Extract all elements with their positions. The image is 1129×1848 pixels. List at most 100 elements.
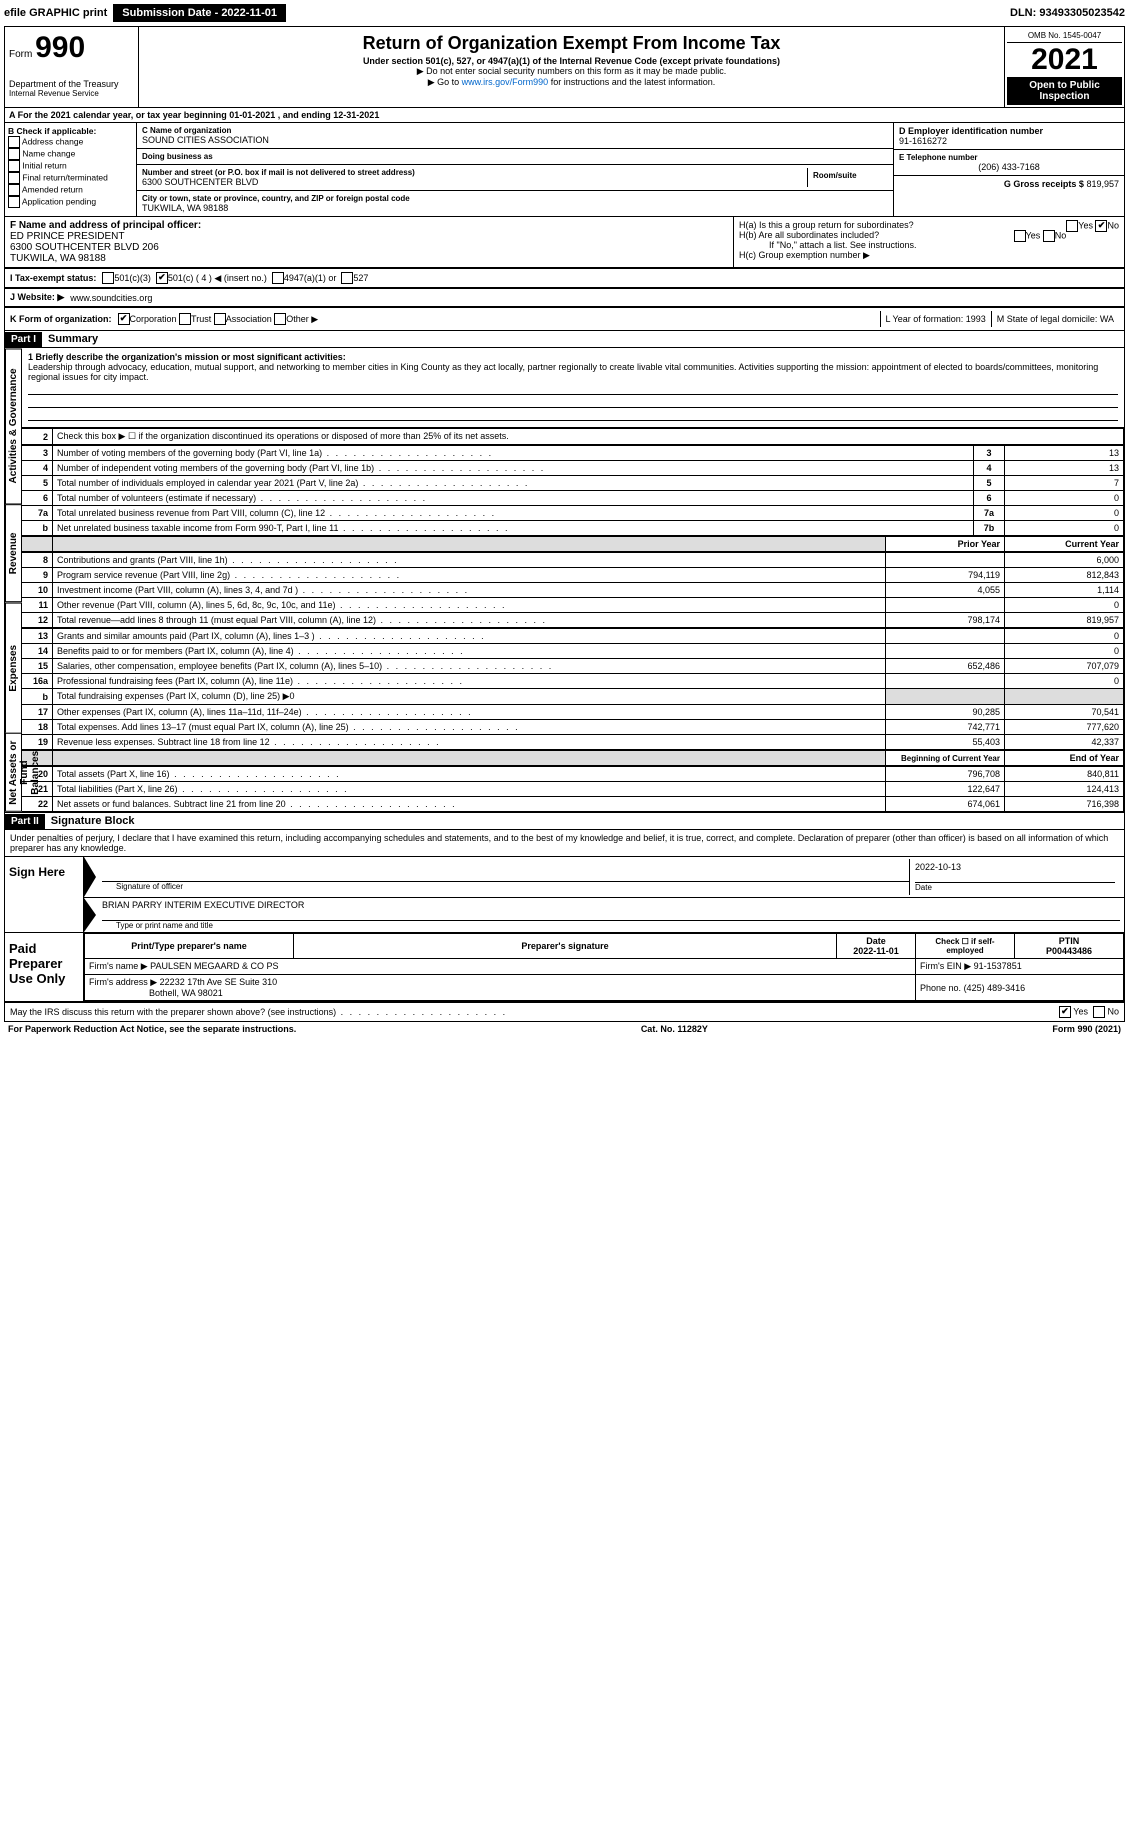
ptin-val: P00443486 xyxy=(1046,946,1092,956)
vtab-activities: Activities & Governance xyxy=(5,348,22,504)
goto-post: for instructions and the latest informat… xyxy=(551,77,716,87)
submission-date-button[interactable]: Submission Date - 2022-11-01 xyxy=(113,4,286,22)
chk-501c3[interactable] xyxy=(102,272,114,284)
chk-final-return[interactable]: Final return/terminated xyxy=(8,172,133,184)
hdr-curr: Current Year xyxy=(1005,537,1124,552)
website-label: J Website: ▶ xyxy=(10,292,64,303)
ein-cell: D Employer identification number 91-1616… xyxy=(894,123,1124,150)
vtab-col: Activities & Governance Revenue Expenses… xyxy=(5,348,22,812)
city-cell: City or town, state or province, country… xyxy=(137,191,893,216)
table-row: 6Total number of volunteers (estimate if… xyxy=(22,491,1124,506)
section-fh: F Name and address of principal officer:… xyxy=(4,217,1125,268)
col-b-title: B Check if applicable: xyxy=(8,126,133,136)
table-row: 12Total revenue—add lines 8 through 11 (… xyxy=(22,613,1124,628)
table-row: 4Number of independent voting members of… xyxy=(22,461,1124,476)
part1-hdr: Part I xyxy=(5,332,42,347)
chk-corp[interactable] xyxy=(118,313,130,325)
officer-label: F Name and address of principal officer: xyxy=(10,220,728,231)
open-public-badge: Open to Public Inspection xyxy=(1007,77,1122,105)
chk-other[interactable] xyxy=(274,313,286,325)
table-netassets: 20Total assets (Part X, line 16)796,7088… xyxy=(22,766,1124,812)
sig-name-row: BRIAN PARRY INTERIM EXECUTIVE DIRECTOR T… xyxy=(84,898,1124,932)
type-name-label: Type or print name and title xyxy=(102,920,1120,930)
table-row: 7aTotal unrelated business revenue from … xyxy=(22,506,1124,521)
h-b-row: H(b) Are all subordinates included? Yes … xyxy=(739,230,1119,240)
part1-body: Activities & Governance Revenue Expenses… xyxy=(4,348,1125,813)
note-goto: ▶ Go to www.irs.gov/Form990 for instruct… xyxy=(145,77,998,88)
header-right: OMB No. 1545-0047 2021 Open to Public In… xyxy=(1004,27,1124,107)
phone-cell: E Telephone number (206) 433-7168 xyxy=(894,150,1124,176)
org-form-label: K Form of organization: xyxy=(10,314,112,324)
sig-date-cell: 2022-10-13 Date xyxy=(909,859,1120,895)
chk-trust[interactable] xyxy=(179,313,191,325)
chk-name-change[interactable]: Name change xyxy=(8,148,133,160)
hdr-end: End of Year xyxy=(1005,751,1124,766)
firm-addr-lbl: Firm's address ▶ xyxy=(89,977,157,987)
org-name-label: C Name of organization xyxy=(142,126,888,135)
gross-value: 819,957 xyxy=(1086,179,1119,189)
chk-amended[interactable]: Amended return xyxy=(8,184,133,196)
firm-addr2: Bothell, WA 98021 xyxy=(149,988,223,998)
street-label: Number and street (or P.O. box if mail i… xyxy=(142,168,807,177)
prep-date-hdr: Date xyxy=(866,936,886,946)
irs-link[interactable]: www.irs.gov/Form990 xyxy=(462,77,549,87)
prep-sig-hdr: Preparer's signature xyxy=(294,934,837,959)
may-irs-label: May the IRS discuss this return with the… xyxy=(10,1007,507,1017)
part2-title: Signature Block xyxy=(45,813,141,829)
officer-name: ED PRINCE PRESIDENT xyxy=(10,231,728,242)
street-cell: Number and street (or P.O. box if mail i… xyxy=(142,168,807,187)
dba-label: Doing business as xyxy=(142,152,888,161)
table-row: bTotal fundraising expenses (Part IX, co… xyxy=(22,689,1124,705)
firm-name-lbl: Firm's name ▶ xyxy=(89,961,148,971)
firm-phone-val: (425) 489-3416 xyxy=(964,983,1026,993)
website-row: J Website: ▶ www.soundcities.org xyxy=(4,288,1125,307)
table-revenue: 8Contributions and grants (Part VIII, li… xyxy=(22,552,1124,628)
firm-phone-lbl: Phone no. xyxy=(920,983,961,993)
form-header: Form 990 Department of the Treasury Inte… xyxy=(4,26,1125,108)
city-value: TUKWILA, WA 98188 xyxy=(142,203,888,213)
city-label: City or town, state or province, country… xyxy=(142,194,888,203)
table-row: 22Net assets or fund balances. Subtract … xyxy=(22,797,1124,812)
part1-bar: Part I Summary xyxy=(4,331,1125,348)
street-value: 6300 SOUTHCENTER BLVD xyxy=(142,177,807,187)
firm-ein-val: 91-1537851 xyxy=(974,961,1022,971)
table-row: 10Investment income (Part VIII, column (… xyxy=(22,583,1124,598)
line2-text: Check this box ▶ ☐ if the organization d… xyxy=(53,429,1124,445)
ein-label: D Employer identification number xyxy=(899,126,1119,136)
table-governance: 3Number of voting members of the governi… xyxy=(22,445,1124,536)
preparer-table: Print/Type preparer's name Preparer's si… xyxy=(84,933,1124,1001)
table-net-hdr: Beginning of Current Year End of Year xyxy=(22,750,1124,766)
chk-assoc[interactable] xyxy=(214,313,226,325)
chk-initial-return[interactable]: Initial return xyxy=(8,160,133,172)
tax-exempt-label: I Tax-exempt status: xyxy=(10,273,96,283)
officer-addr2: TUKWILA, WA 98188 xyxy=(10,253,728,264)
year-formation: L Year of formation: 1993 xyxy=(880,311,991,327)
hdr-prior: Prior Year xyxy=(886,537,1005,552)
footer-form: Form 990 (2021) xyxy=(1052,1024,1121,1034)
paid-preparer-label: Paid Preparer Use Only xyxy=(5,933,84,1001)
chk-address-change[interactable]: Address change xyxy=(8,136,133,148)
table-row: 5Total number of individuals employed in… xyxy=(22,476,1124,491)
dept-label: Department of the Treasury xyxy=(9,79,134,89)
h-b-label: H(b) Are all subordinates included? xyxy=(739,230,879,240)
part1-title: Summary xyxy=(42,331,104,347)
chk-app-pending[interactable]: Application pending xyxy=(8,196,133,208)
chk-4947[interactable] xyxy=(272,272,284,284)
part2-hdr: Part II xyxy=(5,814,45,829)
chk-yes[interactable] xyxy=(1059,1006,1071,1018)
table-row: 20Total assets (Part X, line 16)796,7088… xyxy=(22,767,1124,782)
footer: For Paperwork Reduction Act Notice, see … xyxy=(4,1022,1125,1036)
footer-pra: For Paperwork Reduction Act Notice, see … xyxy=(8,1024,296,1034)
chk-self-employed[interactable]: Check ☐ if self-employed xyxy=(916,934,1015,959)
goto-pre: ▶ Go to xyxy=(428,77,462,87)
table-row: 21Total liabilities (Part X, line 26)122… xyxy=(22,782,1124,797)
chk-501c[interactable] xyxy=(156,272,168,284)
vtab-expenses: Expenses xyxy=(5,603,22,734)
line-2: 2 Check this box ▶ ☐ if the organization… xyxy=(22,429,1124,445)
table-row: 17Other expenses (Part IX, column (A), l… xyxy=(22,705,1124,720)
chk-527[interactable] xyxy=(341,272,353,284)
col-c: C Name of organization SOUND CITIES ASSO… xyxy=(137,123,893,216)
part1-main: 1 Briefly describe the organization's mi… xyxy=(22,348,1124,812)
preparer-block: Paid Preparer Use Only Print/Type prepar… xyxy=(4,933,1125,1002)
chk-no[interactable] xyxy=(1093,1006,1105,1018)
